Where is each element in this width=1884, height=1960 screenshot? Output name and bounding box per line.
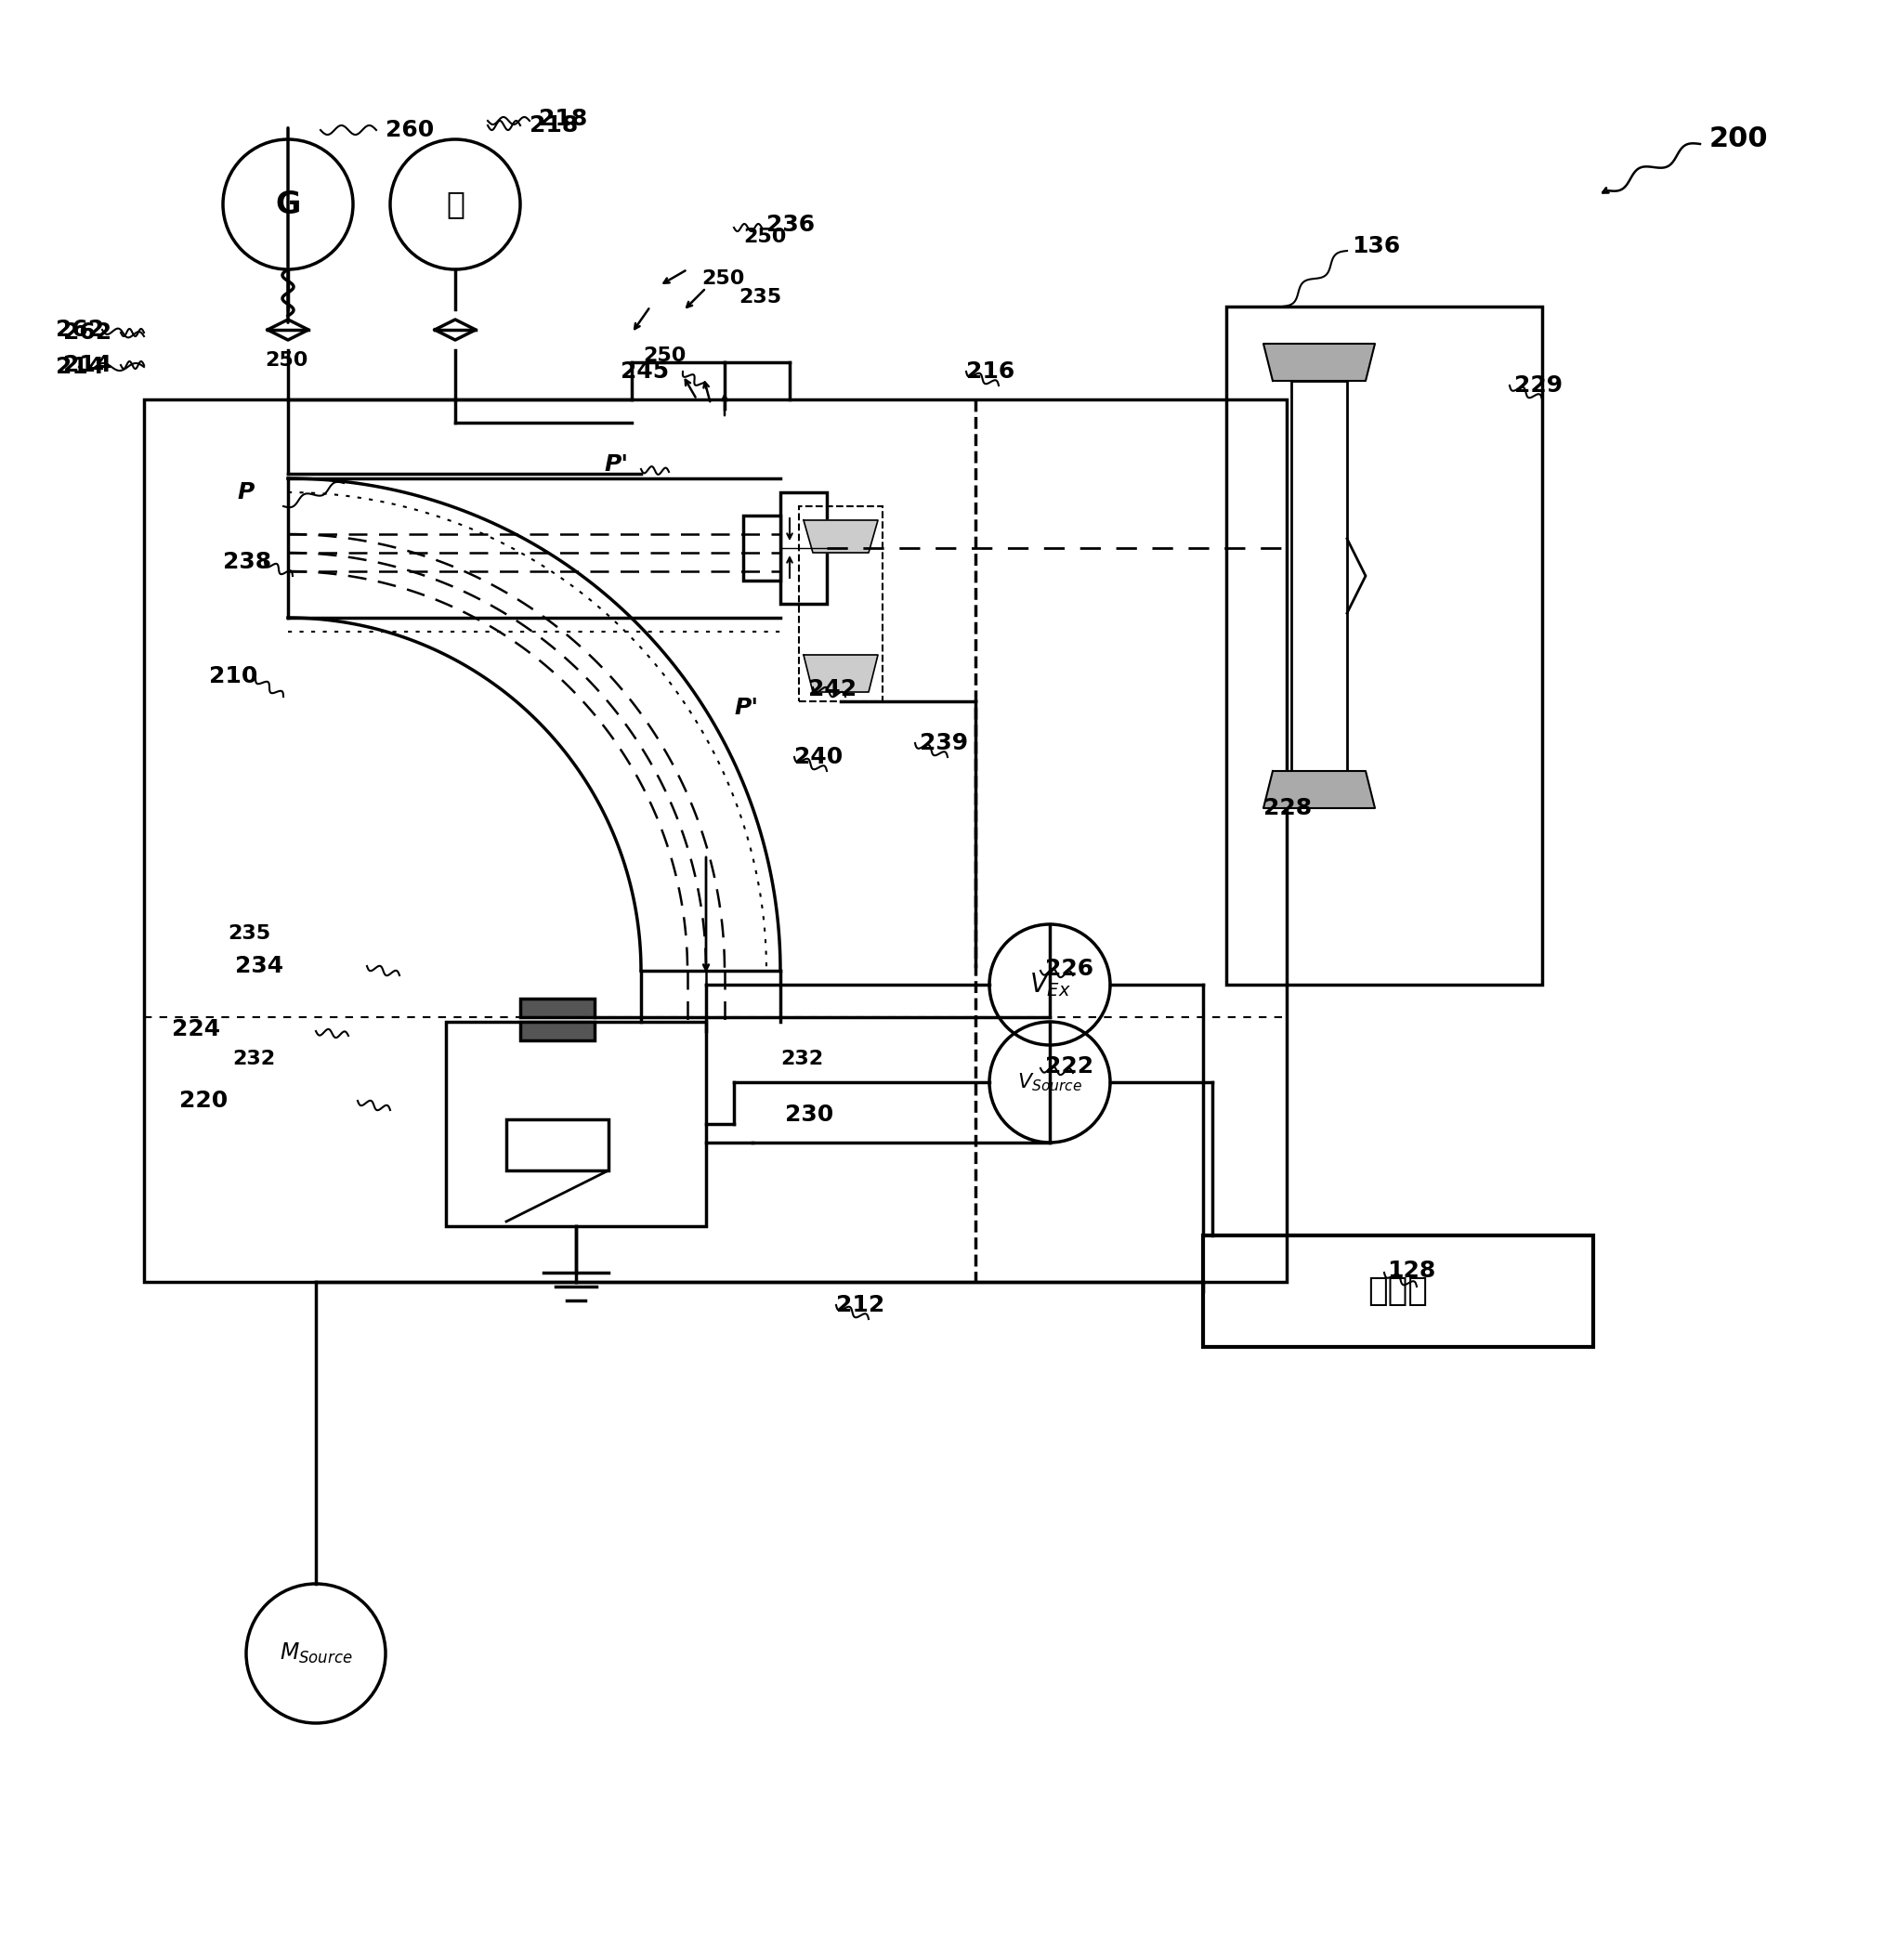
Text: 235: 235	[228, 925, 271, 943]
Text: 216: 216	[966, 361, 1015, 382]
Text: 220: 220	[179, 1090, 228, 1111]
Text: 226: 226	[1046, 958, 1093, 980]
Text: 262: 262	[57, 319, 104, 341]
Bar	[1291, 380, 1347, 770]
Text: 262: 262	[64, 321, 111, 343]
Text: 240: 240	[795, 747, 842, 768]
Text: 235: 235	[739, 288, 782, 306]
Polygon shape	[804, 655, 878, 692]
Text: 128: 128	[1387, 1260, 1436, 1282]
Text: 212: 212	[836, 1294, 885, 1317]
Text: 136: 136	[1351, 235, 1400, 257]
Text: 245: 245	[620, 361, 669, 382]
Text: 214: 214	[57, 357, 104, 378]
Text: 控制器: 控制器	[1368, 1276, 1428, 1307]
Text: 229: 229	[1515, 374, 1562, 396]
Bar	[742, 515, 780, 580]
Text: 232: 232	[780, 1051, 823, 1068]
Text: 232: 232	[232, 1051, 275, 1068]
Polygon shape	[804, 519, 878, 553]
Text: 200: 200	[1709, 125, 1769, 153]
Bar	[799, 506, 882, 702]
Bar	[520, 998, 595, 1017]
Text: 228: 228	[1264, 798, 1311, 819]
Text: G: G	[275, 188, 301, 220]
Bar	[143, 400, 1287, 1282]
Bar	[1226, 306, 1543, 984]
Polygon shape	[1264, 343, 1375, 380]
Text: 238: 238	[222, 551, 271, 572]
Text: 236: 236	[767, 214, 816, 235]
Text: 230: 230	[786, 1103, 833, 1125]
Text: 234: 234	[236, 955, 283, 978]
Bar	[780, 492, 827, 604]
Bar	[447, 1021, 706, 1227]
Text: 214: 214	[64, 355, 111, 376]
Text: 242: 242	[808, 678, 857, 700]
Text: P': P'	[735, 696, 757, 719]
Text: 250: 250	[642, 347, 686, 365]
Text: 218: 218	[539, 108, 588, 129]
Text: 210: 210	[209, 664, 258, 688]
Text: $V_{Ex}$: $V_{Ex}$	[1029, 970, 1070, 998]
Text: 250: 250	[742, 227, 786, 247]
Text: $M_{Source}$: $M_{Source}$	[279, 1641, 352, 1666]
Text: 250: 250	[701, 269, 744, 288]
Text: 222: 222	[1046, 1054, 1093, 1078]
Text: P': P'	[605, 453, 627, 476]
Bar	[520, 1021, 595, 1041]
Text: 泵: 泵	[447, 188, 465, 220]
Bar	[507, 1119, 609, 1170]
Text: 250: 250	[266, 351, 307, 370]
Text: 224: 224	[171, 1017, 220, 1041]
Text: 260: 260	[386, 120, 433, 141]
Text: 218: 218	[529, 114, 578, 137]
Bar	[1204, 1235, 1594, 1347]
Text: $V_{Source}$: $V_{Source}$	[1017, 1072, 1083, 1094]
Text: P: P	[237, 480, 254, 504]
Text: 239: 239	[919, 731, 968, 755]
Polygon shape	[1264, 770, 1375, 808]
